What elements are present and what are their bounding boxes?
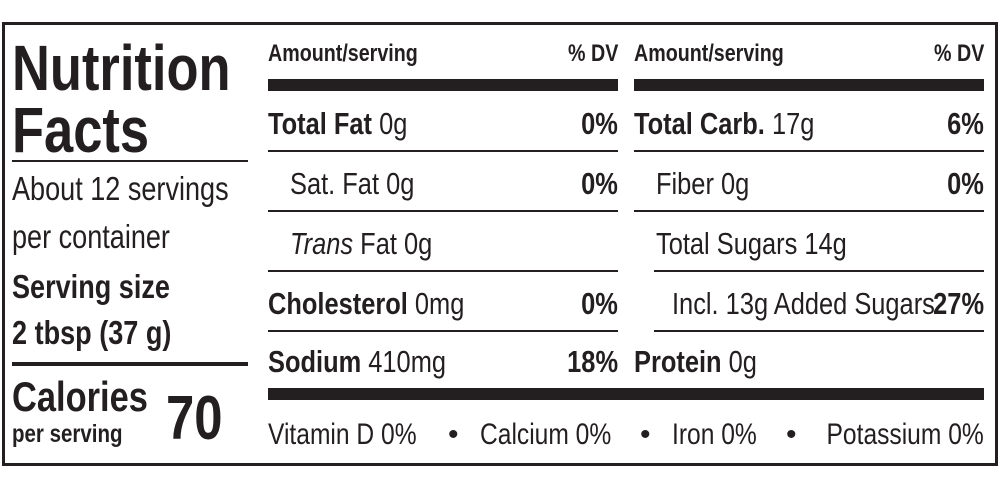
calories: 70: [166, 388, 235, 450]
row: Protein 0g: [634, 346, 784, 377]
nutrient: Total Sugars: [656, 226, 798, 261]
header: Amount/serving: [634, 42, 817, 66]
dv: 6%: [939, 108, 984, 139]
rule: [268, 150, 618, 152]
border: [2, 22, 998, 466]
rule: [268, 210, 618, 212]
amount: 0g: [728, 344, 757, 379]
text: 18%: [567, 344, 618, 379]
row: Total Sugars 14g: [656, 228, 889, 259]
thick-rule: [634, 79, 984, 91]
vitamin: Iron 0%: [672, 420, 775, 450]
rule: [654, 330, 984, 332]
nutrient: Fiber: [656, 166, 714, 201]
text: 0%: [581, 286, 618, 321]
text: % DV: [933, 40, 984, 67]
servings: About 12 servings: [12, 172, 276, 205]
row: Fiber 0g: [656, 168, 770, 199]
amount: 17g: [771, 106, 815, 141]
row: Sat. Fat 0g: [290, 168, 442, 199]
row: Trans Fat 0g: [290, 228, 463, 259]
text: per serving: [12, 420, 123, 448]
text: Amount/serving: [268, 40, 418, 67]
text: Serving size: [12, 268, 170, 305]
nutrient: Trans: [290, 226, 354, 261]
amount: 0g: [379, 106, 408, 141]
text: Calories: [12, 373, 148, 420]
dv: 0%: [573, 288, 618, 319]
calories-sub: per serving: [12, 422, 147, 447]
serving-size: 2 tbsp (37 g): [12, 316, 206, 349]
header: Amount/serving: [268, 42, 451, 66]
vitamin: Potassium 0%: [792, 420, 984, 450]
rule: [268, 330, 618, 332]
nutrient: Cholesterol: [268, 286, 408, 321]
thick-rule: [268, 388, 984, 400]
title-text: Nutrition: [12, 32, 231, 104]
calories-label: Calories: [12, 376, 178, 418]
row: Total Carb. 17g: [634, 108, 854, 139]
amount: 0g: [386, 166, 415, 201]
title-text: Facts: [12, 94, 150, 166]
row: Cholesterol 0mg: [268, 288, 507, 319]
header: % DV: [923, 42, 984, 66]
header: % DV: [557, 42, 618, 66]
nutrient: Total Fat: [268, 106, 373, 141]
text: 6%: [947, 106, 984, 141]
row: Sodium 410mg: [268, 346, 485, 377]
nutrient: Sat. Fat: [290, 166, 380, 201]
text: 0%: [947, 166, 984, 201]
serving-size-label: Serving size: [12, 270, 205, 303]
title: Nutrition: [12, 36, 279, 100]
text: 2 tbsp (37 g): [12, 314, 172, 351]
bullet: •: [786, 418, 797, 451]
vitamin: Calcium 0%: [480, 420, 640, 450]
servings-text: About 12 servings: [12, 170, 229, 207]
title: Facts: [12, 98, 179, 162]
rule: [634, 150, 984, 152]
bullet: •: [640, 418, 651, 451]
dv: 0%: [573, 108, 618, 139]
rule: [268, 270, 618, 272]
amount: 14g: [804, 226, 847, 261]
dv: 18%: [556, 346, 618, 377]
amount: 0g: [720, 166, 750, 201]
servings-text: per container: [12, 218, 170, 255]
text: Calcium 0%: [480, 418, 612, 451]
text: Iron 0%: [672, 418, 757, 451]
rule: [634, 210, 984, 212]
text: % DV: [567, 40, 618, 67]
text: 0%: [581, 106, 618, 141]
amount: 0mg: [414, 286, 465, 321]
nutrient: Protein: [634, 344, 722, 379]
dv: 27%: [922, 288, 984, 319]
row: Total Fat 0g: [268, 108, 438, 139]
nutrient: Incl. 13g Added Sugars: [672, 286, 935, 321]
text: 0%: [581, 166, 618, 201]
amount: Fat 0g: [360, 226, 433, 261]
text: Vitamin D 0%: [268, 418, 417, 451]
text: 70: [166, 384, 223, 453]
rule: [12, 362, 248, 366]
rule: [654, 270, 984, 272]
text: Potassium 0%: [826, 418, 984, 451]
dv: 0%: [939, 168, 984, 199]
nutrient: Total Carb.: [634, 106, 765, 141]
dv: 0%: [573, 168, 618, 199]
servings: per container: [12, 220, 205, 253]
text: 27%: [933, 286, 984, 321]
bullet: •: [448, 418, 459, 451]
row: Incl. 13g Added Sugars: [672, 288, 993, 319]
text: Amount/serving: [634, 40, 784, 67]
rule: [12, 160, 248, 162]
nutrient: Sodium: [268, 344, 362, 379]
thick-rule: [268, 79, 618, 91]
vitamin: Vitamin D 0%: [268, 420, 449, 450]
amount: 410mg: [368, 344, 447, 379]
